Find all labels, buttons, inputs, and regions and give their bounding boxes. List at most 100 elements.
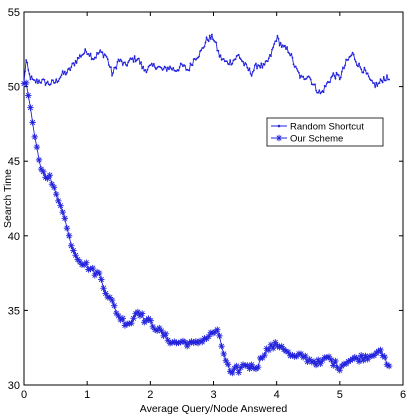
data-point xyxy=(207,40,210,43)
data-point xyxy=(263,64,266,66)
legend-marker-random-shortcut xyxy=(277,124,281,128)
data-point xyxy=(147,317,154,324)
data-point xyxy=(130,315,137,322)
data-point xyxy=(31,133,38,141)
data-point xyxy=(252,69,255,72)
data-point xyxy=(62,73,65,75)
data-point xyxy=(325,353,333,360)
series-random-shortcut xyxy=(23,33,391,95)
data-point xyxy=(141,67,144,70)
data-point xyxy=(142,65,145,68)
data-point xyxy=(66,71,68,74)
data-point xyxy=(89,264,96,272)
data-point xyxy=(335,71,338,74)
data-point xyxy=(208,34,211,37)
data-point xyxy=(64,73,67,76)
data-point xyxy=(28,73,31,75)
data-point xyxy=(322,91,325,94)
data-point xyxy=(144,69,147,71)
data-point xyxy=(215,41,218,44)
legend-label-random-shortcut: Random Shortcut xyxy=(290,122,364,133)
data-point xyxy=(121,64,124,66)
data-point xyxy=(177,69,180,72)
data-point xyxy=(166,66,169,69)
y-tick-label: 55 xyxy=(8,7,20,19)
data-point xyxy=(338,78,341,81)
data-point xyxy=(78,54,81,57)
data-point xyxy=(75,62,78,64)
data-point xyxy=(150,62,153,65)
data-point xyxy=(248,361,255,368)
data-point xyxy=(318,89,321,92)
data-point xyxy=(91,272,99,279)
data-point xyxy=(229,369,236,377)
legend-marker-our-scheme xyxy=(275,134,283,142)
data-point xyxy=(352,53,355,56)
data-point xyxy=(139,62,141,65)
data-point xyxy=(55,78,58,81)
data-point xyxy=(37,82,39,85)
data-point xyxy=(269,53,271,56)
data-point xyxy=(189,62,192,65)
data-point xyxy=(254,363,262,371)
data-point xyxy=(119,58,122,61)
data-point xyxy=(127,61,130,64)
y-tick-label: 45 xyxy=(8,156,20,168)
y-axis-label: Search Time xyxy=(2,169,14,228)
data-point xyxy=(260,62,263,65)
data-point xyxy=(248,67,251,70)
data-point xyxy=(117,58,120,61)
data-point xyxy=(29,78,32,81)
data-point xyxy=(332,72,335,75)
data-point xyxy=(165,69,168,72)
data-point xyxy=(302,75,305,78)
data-point xyxy=(319,92,322,95)
data-point xyxy=(164,66,167,69)
data-point xyxy=(295,67,298,70)
data-point xyxy=(219,54,222,57)
data-point xyxy=(366,72,369,75)
data-point xyxy=(147,65,150,68)
data-point xyxy=(74,60,77,62)
x-tick-label: 4 xyxy=(274,389,280,401)
data-point xyxy=(98,276,105,283)
data-point xyxy=(211,33,213,36)
data-point xyxy=(237,53,240,56)
data-point xyxy=(244,62,247,64)
data-point xyxy=(151,65,154,67)
data-point xyxy=(205,333,212,340)
data-point xyxy=(266,60,269,63)
data-point xyxy=(98,51,101,54)
data-point xyxy=(115,67,118,70)
data-point xyxy=(332,357,339,365)
data-point xyxy=(180,63,183,66)
data-point xyxy=(184,65,186,67)
data-point xyxy=(95,56,97,59)
data-point xyxy=(281,44,284,47)
data-point xyxy=(120,60,123,63)
data-point xyxy=(54,81,57,84)
data-point xyxy=(294,65,297,68)
data-point xyxy=(271,48,273,51)
x-tick-label: 5 xyxy=(337,389,343,401)
data-point xyxy=(115,312,122,320)
data-point xyxy=(114,66,117,69)
data-point xyxy=(155,68,157,71)
series-our-scheme xyxy=(20,79,393,377)
data-point xyxy=(270,55,272,58)
data-point xyxy=(329,81,331,84)
data-point xyxy=(290,53,293,55)
data-point xyxy=(334,77,337,80)
data-point xyxy=(385,362,393,370)
data-point xyxy=(70,247,77,254)
data-point xyxy=(299,77,301,79)
data-point xyxy=(344,64,346,67)
data-point xyxy=(292,63,295,66)
data-point xyxy=(324,85,327,88)
data-point xyxy=(355,64,358,67)
data-point xyxy=(238,57,241,59)
data-point xyxy=(244,362,251,369)
data-point xyxy=(317,91,320,94)
data-point xyxy=(154,66,156,69)
